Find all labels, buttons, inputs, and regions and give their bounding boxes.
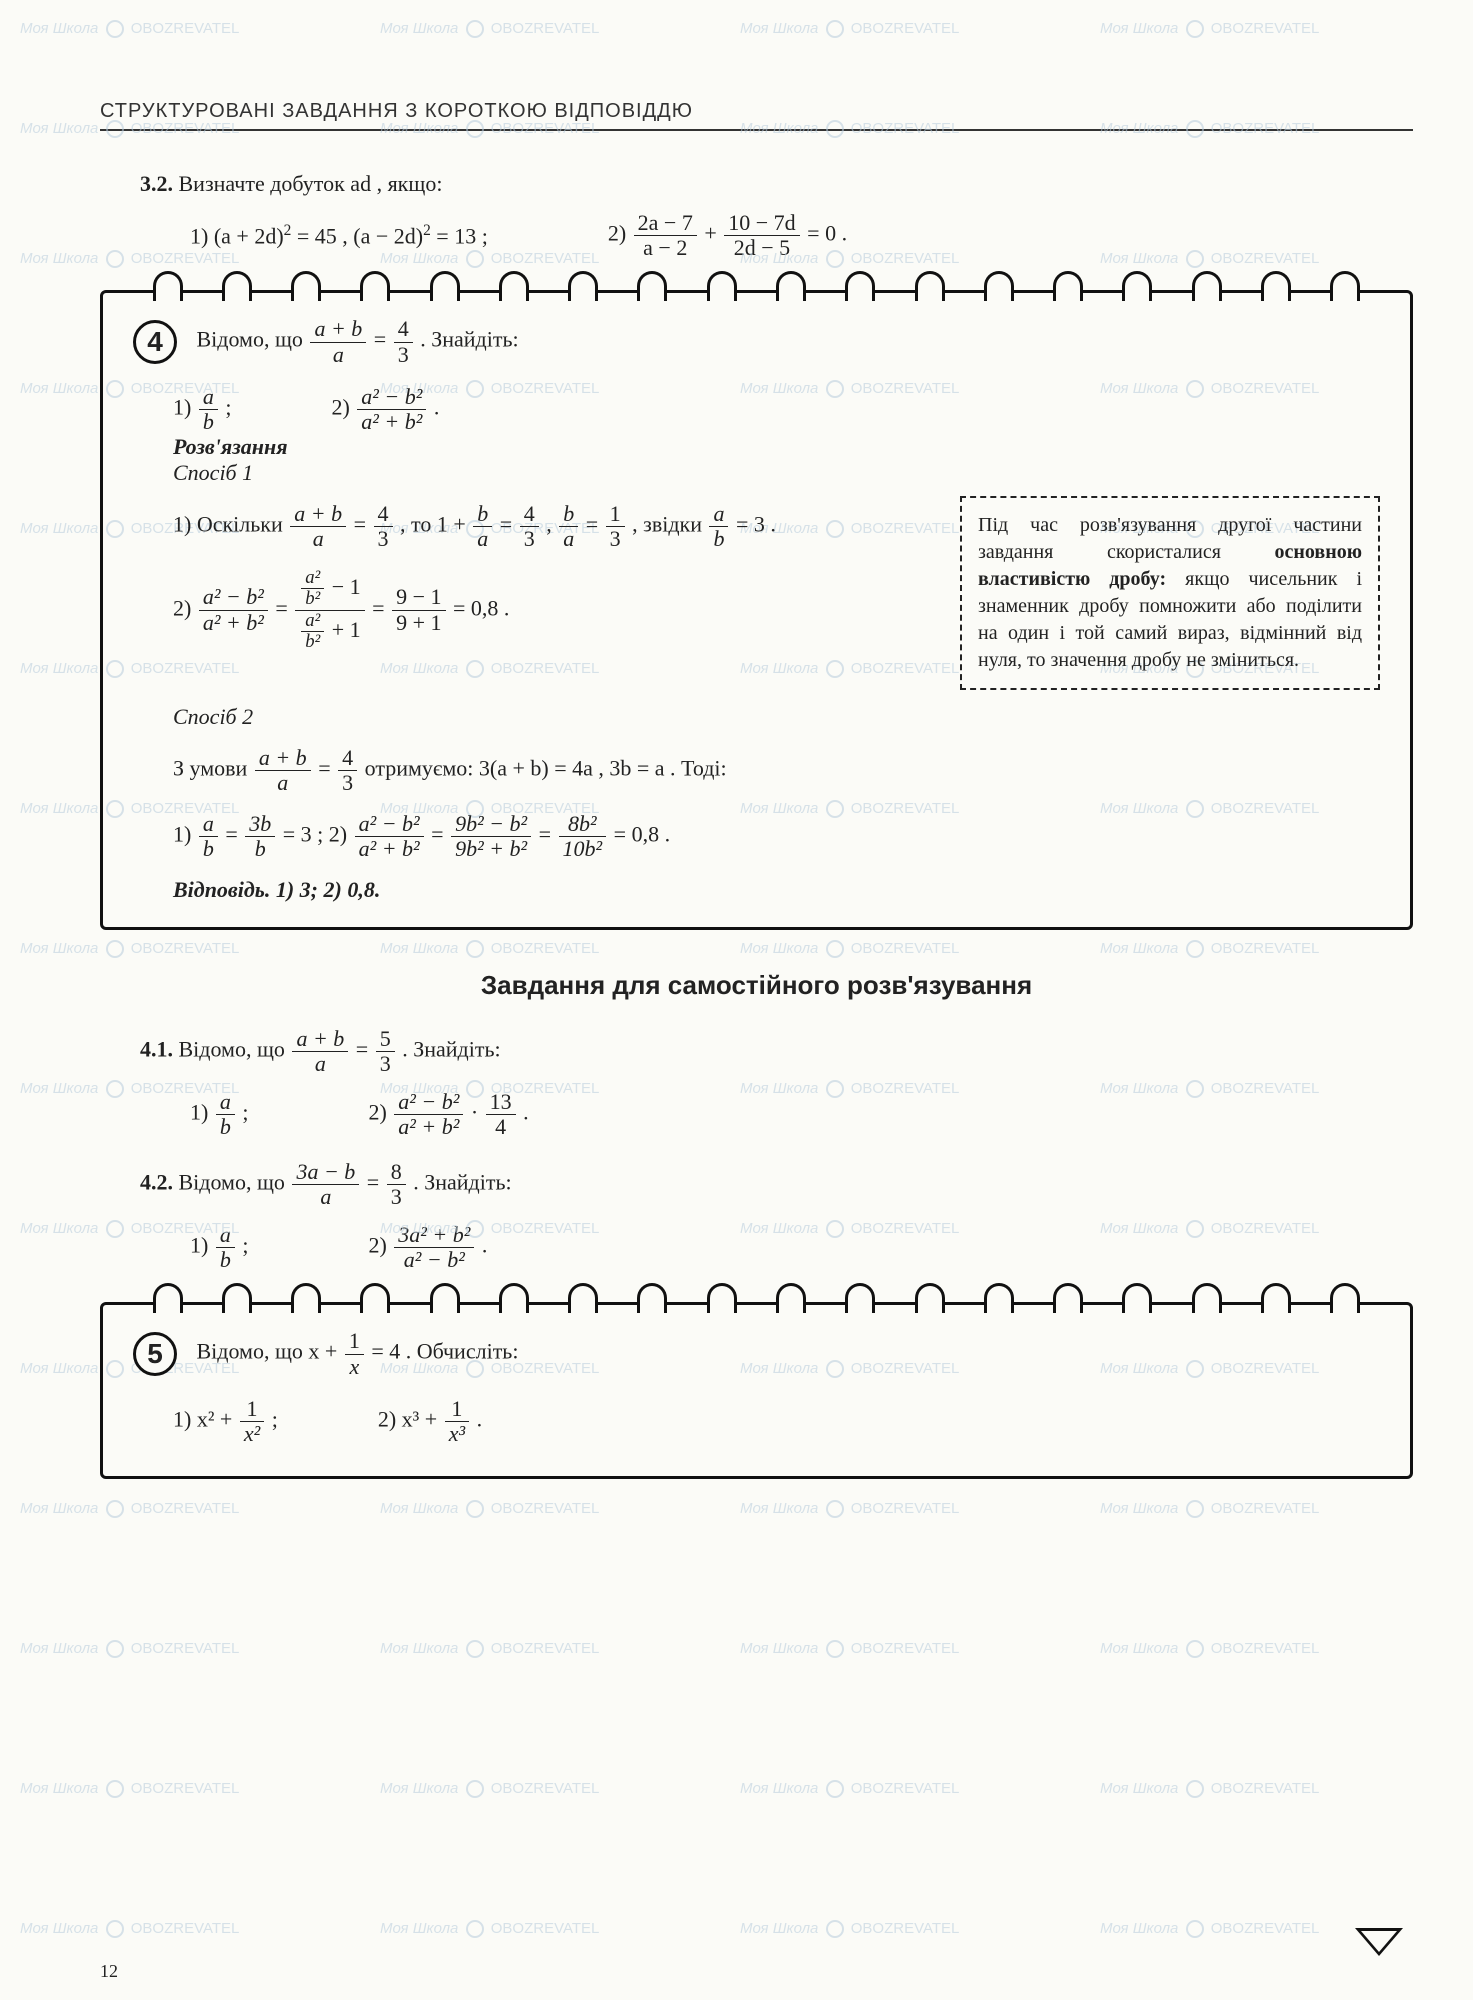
task-4-2: 4.2. Відомо, що 3a − ba = 83 . Знайдіть: [140, 1160, 1413, 1209]
task-label: 3.2. [140, 171, 173, 196]
m2-line2: 1) ab = 3bb = 3 ; 2) a² − b²a² + b² = 9b… [173, 812, 1380, 861]
watermark: Моя Школа OBOZREVATEL [1100, 1640, 1319, 1658]
m2-line1: З умови a + ba = 43 отримуємо: 3(a + b) … [173, 746, 1380, 795]
watermark: Моя Школа OBOZREVATEL [380, 20, 599, 38]
circle-number-4: 4 [133, 320, 177, 364]
box5-intro: 5 Відомо, що x + 1x = 4 . Обчисліть: [133, 1329, 1380, 1378]
watermark: Моя Школа OBOZREVATEL [20, 1640, 239, 1658]
task-4-1-parts: 1) ab ; 2) a² − b²a² + b² · 134 . [190, 1090, 1413, 1139]
watermark: Моя Школа OBOZREVATEL [20, 1500, 239, 1518]
example-box-4: 4 Відомо, що a + ba = 43 . Знайдіть: 1) … [100, 290, 1413, 930]
watermark: Моя Школа OBOZREVATEL [20, 20, 239, 38]
task-4-1: 4.1. Відомо, що a + ba = 53 . Знайдіть: [140, 1027, 1413, 1076]
watermark: Моя Школа OBOZREVATEL [1100, 20, 1319, 38]
watermark: Моя Школа OBOZREVATEL [20, 940, 239, 958]
watermark: Моя Школа OBOZREVATEL [740, 1500, 959, 1518]
method1-label: Спосіб 1 [173, 460, 1380, 486]
task-4-1-q1: 1) ab ; [190, 1090, 248, 1139]
watermark: Моя Школа OBOZREVATEL [1100, 1500, 1319, 1518]
task-3-2-parts: 1) (a + 2d)2 = 45 , (a − 2d)2 = 13 ; 2) … [190, 211, 1413, 260]
page-header: СТРУКТУРОВАНІ ЗАВДАННЯ З КОРОТКОЮ ВІДПОВ… [100, 100, 1413, 131]
box4-intro: 4 Відомо, що a + ba = 43 . Знайдіть: [133, 317, 1380, 366]
box5-q2: 2) x³ + 1x³ . [378, 1397, 482, 1446]
watermark: Моя Школа OBOZREVATEL [380, 1500, 599, 1518]
box5-q1: 1) x² + 1x² ; [173, 1397, 278, 1446]
example-box-5: 5 Відомо, що x + 1x = 4 . Обчисліть: 1) … [100, 1302, 1413, 1479]
watermark: Моя Школа OBOZREVATEL [740, 940, 959, 958]
page: Моя Школа OBOZREVATEL Моя Школа OBOZREVAT… [0, 0, 1473, 2000]
method2-label: Спосіб 2 [173, 704, 1380, 730]
watermark: Моя Школа OBOZREVATEL [20, 1780, 239, 1798]
box4-questions: 1) ab ; 2) a² − b²a² + b² . [173, 385, 1380, 434]
circle-number-5: 5 [133, 1332, 177, 1376]
task-3-2: 3.2. Визначте добуток ad , якщо: [140, 171, 1413, 197]
task-4-1-q2: 2) a² − b²a² + b² · 134 . [368, 1090, 528, 1139]
watermark: Моя Школа OBOZREVATEL [740, 1640, 959, 1658]
answer: Відповідь. 1) 3; 2) 0,8. [173, 877, 1380, 903]
watermark: Моя Школа OBOZREVATEL [1100, 940, 1319, 958]
watermark: Моя Школа OBOZREVATEL [380, 940, 599, 958]
continue-triangle-icon [1355, 1928, 1403, 1956]
watermark: Моя Школа OBOZREVATEL [380, 1640, 599, 1658]
box4-q1: 1) ab ; [173, 385, 231, 434]
hint-box: Під час розв'язування другої частини зав… [960, 496, 1380, 690]
solution-label: Розв'язання [173, 434, 1380, 460]
task-3-2-part2: 2) 2a − 7a − 2 + 10 − 7d2d − 5 = 0 . [608, 211, 847, 260]
self-work-title: Завдання для самостійного розв'язування [100, 970, 1413, 1001]
watermark: Моя Школа OBOZREVATEL [380, 1780, 599, 1798]
box4-q2: 2) a² − b²a² + b² . [331, 385, 439, 434]
watermark: Моя Школа OBOZREVATEL [20, 1920, 239, 1938]
watermark: Моя Школа OBOZREVATEL [380, 1920, 599, 1938]
box5-questions: 1) x² + 1x² ; 2) x³ + 1x³ . [173, 1397, 1380, 1446]
task-4-2-parts: 1) ab ; 2) 3a² + b²a² − b² . [190, 1223, 1413, 1272]
task-3-2-part1: 1) (a + 2d)2 = 45 , (a − 2d)2 = 13 ; [190, 222, 488, 249]
watermark: Моя Школа OBOZREVATEL [740, 1920, 959, 1938]
task-4-2-q1: 1) ab ; [190, 1223, 248, 1272]
watermark: Моя Школа OBOZREVATEL [1100, 1920, 1319, 1938]
binder-holes [103, 1281, 1410, 1311]
solution: Розв'язання Спосіб 1 Під час розв'язуван… [173, 434, 1380, 903]
task-text: Визначте добуток ad , якщо: [179, 171, 443, 196]
binder-holes [103, 269, 1410, 299]
page-number: 12 [100, 1961, 118, 1982]
task-4-2-q2: 2) 3a² + b²a² − b² . [368, 1223, 487, 1272]
watermark: Моя Школа OBOZREVATEL [740, 1780, 959, 1798]
hint-text: Під час розв'язування другої частини зав… [978, 514, 1362, 671]
watermark: Моя Школа OBOZREVATEL [1100, 1780, 1319, 1798]
watermark: Моя Школа OBOZREVATEL [740, 20, 959, 38]
